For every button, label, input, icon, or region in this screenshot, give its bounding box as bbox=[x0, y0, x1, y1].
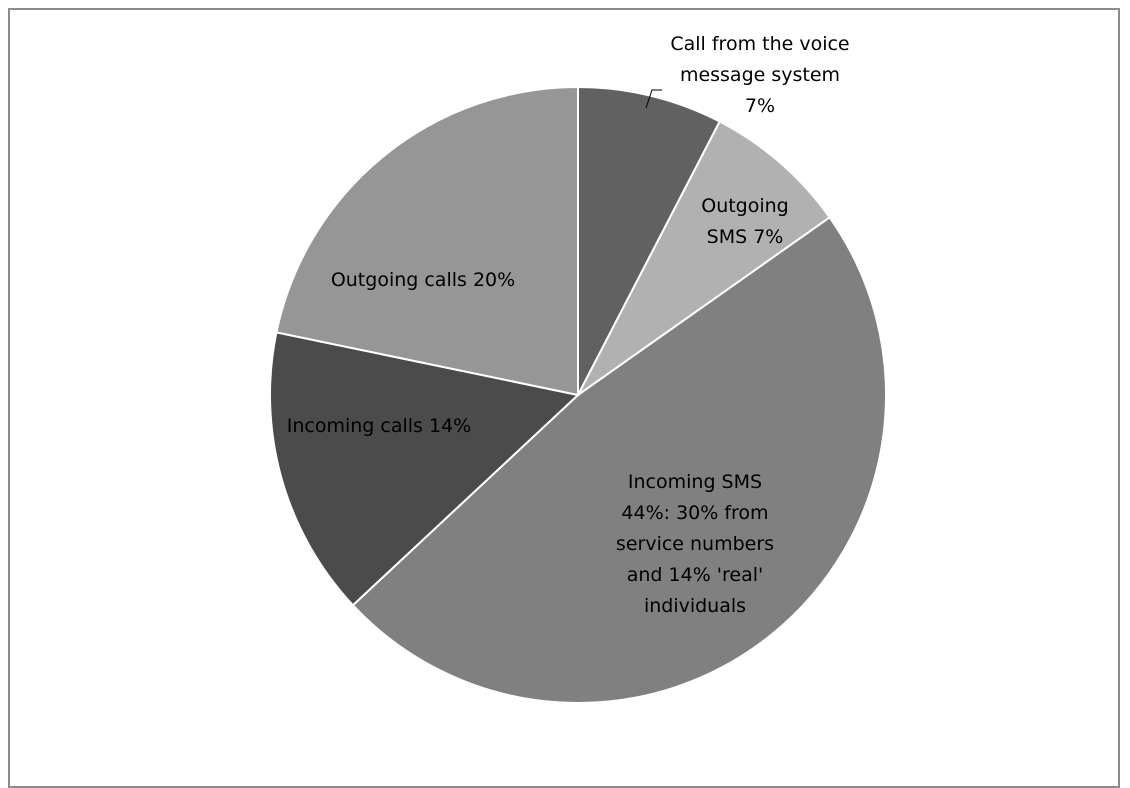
slice-label-4: Incoming calls 14% bbox=[287, 415, 471, 437]
slice-label-line: 44%: 30% from bbox=[621, 502, 768, 524]
slice-label-line: service numbers bbox=[616, 533, 774, 555]
slice-label-line: 7% bbox=[745, 95, 775, 117]
slice-label-line: individuals bbox=[644, 595, 746, 617]
slice-label-3: Incoming SMS 44%: 30% from service numbers… bbox=[616, 471, 774, 617]
slice-label-line: Outgoing bbox=[701, 195, 789, 217]
slice-label-line: SMS 7% bbox=[707, 226, 784, 248]
pie-slice-1 bbox=[577, 85, 722, 396]
pie-slice-5 bbox=[275, 85, 579, 397]
slice-label-2: Outgoing SMS 7% bbox=[701, 195, 789, 248]
pie-slice-3 bbox=[351, 215, 887, 704]
leader-line-1 bbox=[645, 89, 662, 109]
pie-chart: Call from the voice message system 7% Outgo… bbox=[269, 33, 887, 704]
slice-label-line: Incoming calls 14% bbox=[287, 415, 471, 437]
pie-slice-4 bbox=[269, 331, 581, 607]
pie-slice-2 bbox=[577, 120, 832, 396]
slice-label-line: message system bbox=[680, 64, 840, 86]
slice-label-line: Outgoing calls 20% bbox=[331, 269, 515, 291]
chart-frame: Call from the voice message system 7% Outgo… bbox=[8, 8, 1120, 788]
slice-label-line: and 14% 'real' bbox=[627, 564, 764, 586]
slice-label-5: Outgoing calls 20% bbox=[331, 269, 515, 291]
slice-label-1: Call from the voice message system 7% bbox=[670, 33, 849, 117]
slice-label-line: Incoming SMS bbox=[628, 471, 762, 493]
slice-label-line: Call from the voice bbox=[670, 33, 849, 55]
